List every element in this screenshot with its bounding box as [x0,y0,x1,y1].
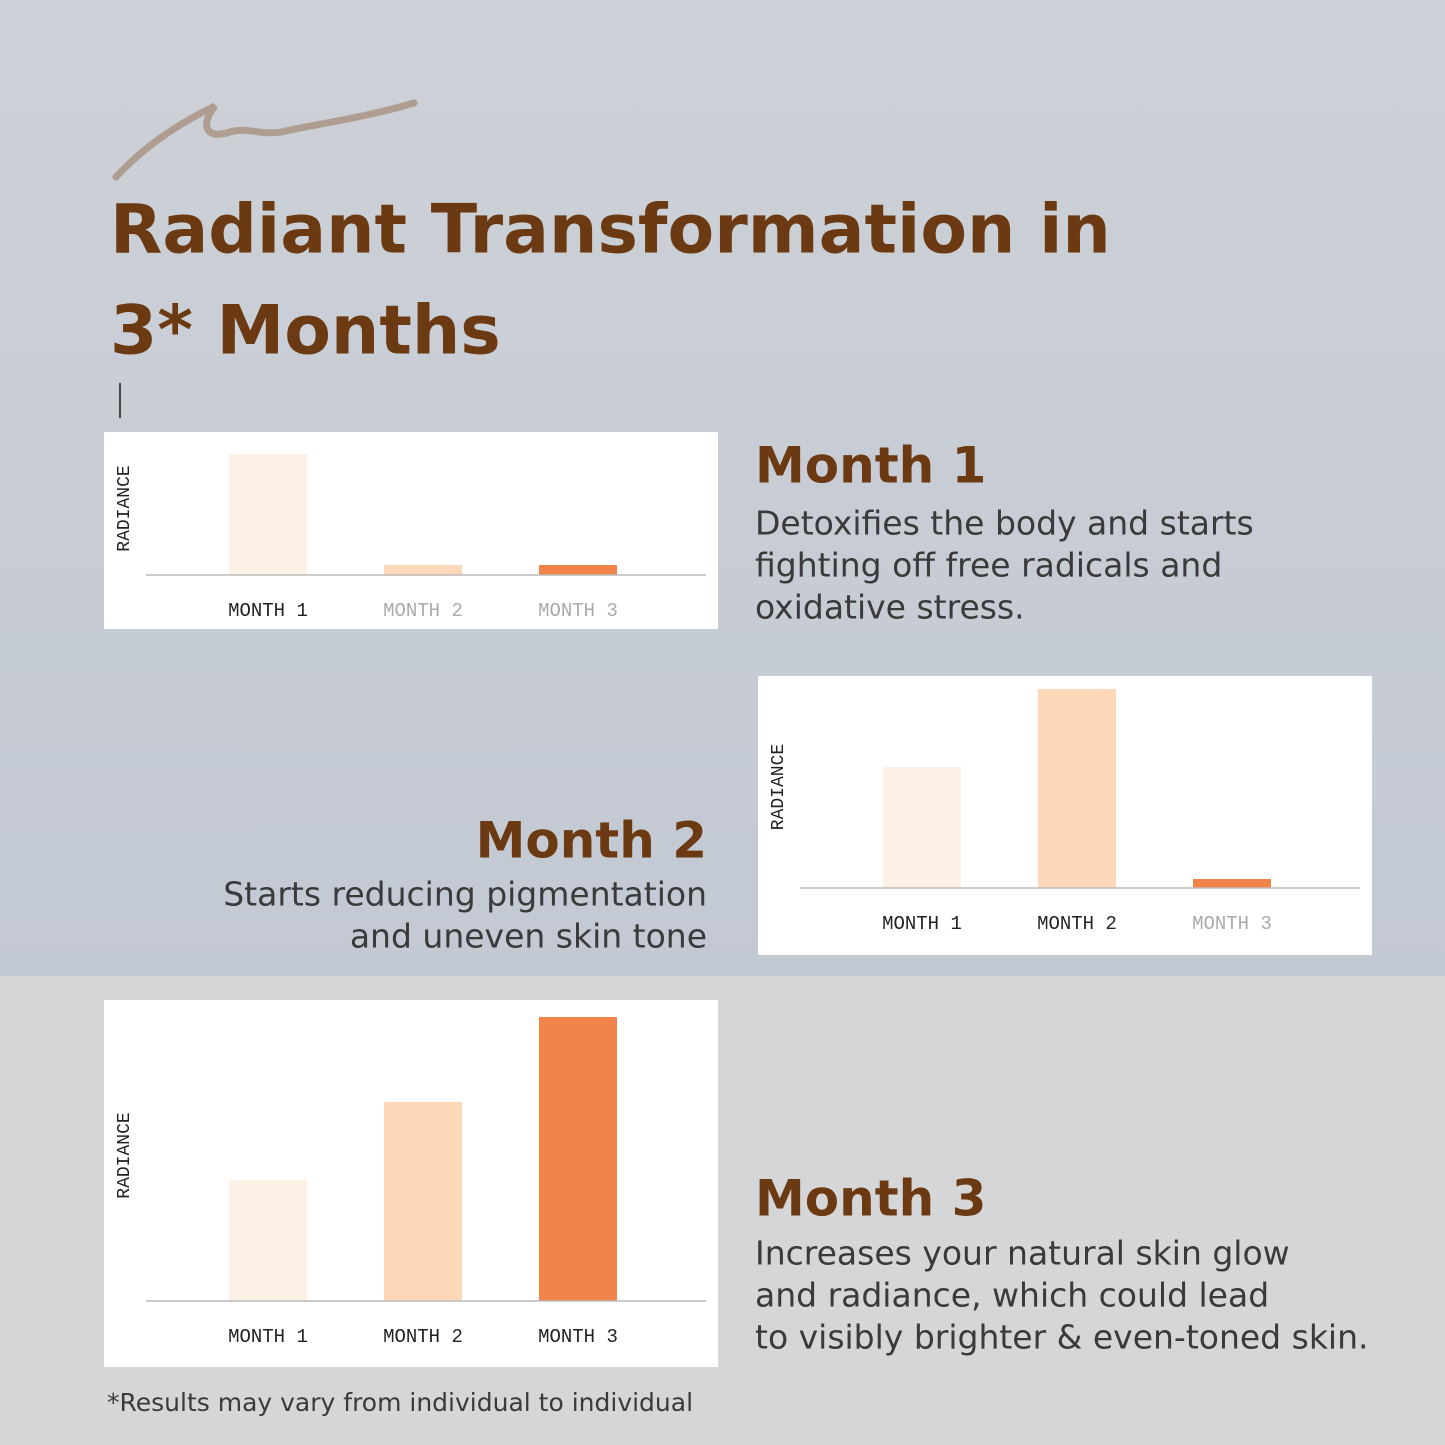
brush-stroke [112,99,418,181]
x-tick-label: MONTH 3 [1192,913,1272,935]
section-text: and radiance, which could lead [755,1276,1269,1315]
x-tick-label: MONTH 2 [383,1326,463,1348]
x-tick-label: MONTH 2 [1037,913,1117,935]
section-text: fighting off free radicals and [755,546,1222,585]
bar [229,1180,307,1301]
section-heading: Month 2 [476,812,707,870]
x-tick-label: MONTH 1 [228,600,308,622]
bar [1038,689,1116,888]
bar [1193,879,1271,888]
bar [229,454,307,575]
bar [883,767,961,888]
section-text: Starts reducing pigmentation [223,875,707,914]
y-axis-label: RADIANCE [115,1112,135,1198]
x-tick-label: MONTH 1 [228,1326,308,1348]
section-text: Increases your natural skin glow [755,1234,1290,1273]
x-tick-label: MONTH 3 [538,1326,618,1348]
bar [384,565,462,575]
x-tick-label: MONTH 3 [538,600,618,622]
y-axis-label: RADIANCE [115,465,135,551]
section-heading: Month 3 [755,1170,986,1228]
section-text: and uneven skin tone [350,917,707,956]
bar [384,1102,462,1301]
bar [539,565,617,575]
section-text: Detoxifies the body and starts [755,504,1254,543]
footnote: *Results may vary from individual to ind… [107,1388,693,1417]
chart-card [104,432,718,629]
y-axis-label: RADIANCE [769,744,789,830]
bar [539,1017,617,1301]
x-tick-label: MONTH 1 [882,913,962,935]
x-tick-label: MONTH 2 [383,600,463,622]
section-text: oxidative stress. [755,588,1025,627]
section-text: to visibly brighter & even-toned skin. [755,1318,1369,1357]
title-line: 3* Months [110,292,501,371]
title-line: Radiant Transformation in [110,191,1111,270]
section-heading: Month 1 [755,437,986,495]
